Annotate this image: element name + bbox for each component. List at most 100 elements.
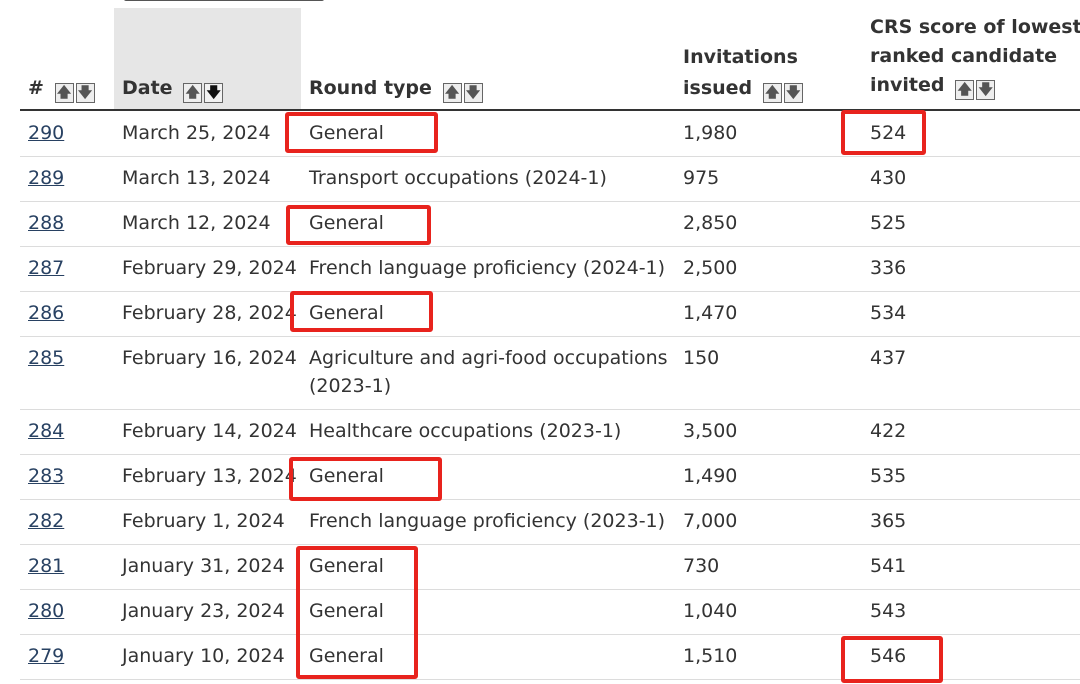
row-round-type: General <box>309 302 384 324</box>
row-invitations: 3,500 <box>683 420 738 442</box>
invitations-sort-controls: 🡅 🡇 <box>762 83 803 103</box>
row-invitations: 150 <box>683 347 720 369</box>
row-invitations: 975 <box>683 167 720 189</box>
row-crs: 524 <box>870 122 907 144</box>
row-number-link[interactable]: 287 <box>28 257 65 279</box>
highlight-box-general-290 <box>285 112 438 153</box>
row-invitations: 1,510 <box>683 645 738 667</box>
row-date: March 25, 2024 <box>122 122 271 144</box>
table-row: 280 January 23, 2024 General 1,040 543 <box>20 589 1080 635</box>
table-row: 281 January 31, 2024 General 730 541 <box>20 544 1080 590</box>
highlight-box-general-283 <box>289 457 442 501</box>
sort-up-icon[interactable]: 🡅 <box>442 83 462 103</box>
row-round-type: General <box>309 122 384 144</box>
sort-up-icon[interactable]: 🡅 <box>183 83 203 103</box>
row-crs: 541 <box>870 555 907 577</box>
row-number-link[interactable]: 282 <box>28 510 65 532</box>
header-round-type: Round type 🡅 🡇 <box>309 73 483 104</box>
sort-down-icon[interactable]: 🡇 <box>976 80 996 100</box>
row-number-link[interactable]: 286 <box>28 302 65 324</box>
row-invitations: 7,000 <box>683 510 738 532</box>
sort-down-icon[interactable]: 🡇 <box>75 83 95 103</box>
highlight-box-general-288 <box>286 205 431 245</box>
row-invitations: 1,040 <box>683 600 738 622</box>
sort-down-active-icon[interactable]: 🡇 <box>204 83 224 103</box>
row-round-type: Transport occupations (2024-1) <box>309 167 607 189</box>
highlight-box-general-281-279 <box>296 546 418 679</box>
sort-up-icon[interactable]: 🡅 <box>762 83 782 103</box>
row-round-type: Healthcare occupations (2023-1) <box>309 420 622 442</box>
row-round-type: General <box>309 645 384 667</box>
header-date: Date 🡅 🡇 <box>122 73 224 104</box>
highlight-box-crs-524 <box>841 110 926 155</box>
row-number-link[interactable]: 281 <box>28 555 65 577</box>
row-invitations: 1,490 <box>683 465 738 487</box>
sort-down-icon[interactable]: 🡇 <box>463 83 483 103</box>
sort-up-icon[interactable]: 🡅 <box>955 80 975 100</box>
highlight-box-crs-546 <box>841 636 943 683</box>
row-invitations: 1,980 <box>683 122 738 144</box>
row-date: March 13, 2024 <box>122 167 271 189</box>
row-round-type: General <box>309 600 384 622</box>
table-row: 284 February 14, 2024 Healthcare occupat… <box>20 409 1080 455</box>
row-crs: 534 <box>870 302 907 324</box>
row-number-link[interactable]: 280 <box>28 600 65 622</box>
header-crs: CRS score of lowest- ranked candidate in… <box>870 16 1080 100</box>
table-row: 286 February 28, 2024 General 1,470 534 <box>20 291 1080 337</box>
num-sort-controls: 🡅 🡇 <box>54 83 95 103</box>
row-date: January 10, 2024 <box>122 645 285 667</box>
table-row: 285 February 16, 2024 Agriculture and ag… <box>20 336 1080 410</box>
row-invitations: 1,470 <box>683 302 738 324</box>
row-round-type: General <box>309 555 384 577</box>
row-round-type: General <box>309 212 384 234</box>
row-invitations: 2,500 <box>683 257 738 279</box>
table-row: 290 March 25, 2024 General 1,980 524 <box>20 111 1080 157</box>
row-crs: 546 <box>870 645 907 667</box>
row-crs: 430 <box>870 167 907 189</box>
header-invitations: Invitations issued 🡅 🡇 <box>683 42 803 104</box>
row-date: February 14, 2024 <box>122 420 297 442</box>
header-num: # 🡅 🡇 <box>28 73 95 104</box>
row-invitations: 2,850 <box>683 212 738 234</box>
row-number-link[interactable]: 285 <box>28 347 65 369</box>
row-crs: 422 <box>870 420 907 442</box>
row-date: January 23, 2024 <box>122 600 285 622</box>
row-round-type: Agriculture and agri-food occupations (2… <box>309 347 668 397</box>
row-round-type: General <box>309 465 384 487</box>
row-number-link[interactable]: 288 <box>28 212 65 234</box>
table-row: 288 March 12, 2024 General 2,850 525 <box>20 201 1080 247</box>
date-sort-controls: 🡅 🡇 <box>183 83 224 103</box>
row-crs: 336 <box>870 257 907 279</box>
row-crs: 365 <box>870 510 907 532</box>
table-header: # 🡅 🡇 Date 🡅 🡇 Round type 🡅 🡇 Invitation… <box>0 0 1080 110</box>
row-date: February 29, 2024 <box>122 257 297 279</box>
row-date: February 13, 2024 <box>122 465 297 487</box>
sort-up-icon[interactable]: 🡅 <box>54 83 74 103</box>
row-date: February 16, 2024 <box>122 347 297 369</box>
row-crs: 543 <box>870 600 907 622</box>
sort-down-icon[interactable]: 🡇 <box>783 83 803 103</box>
table-row: 289 March 13, 2024 Transport occupations… <box>20 156 1080 202</box>
row-invitations: 730 <box>683 555 720 577</box>
row-date: February 1, 2024 <box>122 510 285 532</box>
row-number-link[interactable]: 284 <box>28 420 65 442</box>
table-row: 287 February 29, 2024 French language pr… <box>20 246 1080 292</box>
row-number-link[interactable]: 290 <box>28 122 65 144</box>
crs-sort-controls: 🡅 🡇 <box>955 80 996 100</box>
table-row: 282 February 1, 2024 French language pro… <box>20 499 1080 545</box>
row-crs: 535 <box>870 465 907 487</box>
row-crs: 437 <box>870 347 907 369</box>
row-date: January 31, 2024 <box>122 555 285 577</box>
row-date: March 12, 2024 <box>122 212 271 234</box>
row-round-type: French language proficiency (2023-1) <box>309 510 666 532</box>
row-number-link[interactable]: 289 <box>28 167 65 189</box>
table-row: 279 January 10, 2024 General 1,510 546 <box>20 634 1080 680</box>
table-row: 283 February 13, 2024 General 1,490 535 <box>20 454 1080 500</box>
header-divider <box>20 109 1080 111</box>
row-crs: 525 <box>870 212 907 234</box>
row-date: February 28, 2024 <box>122 302 297 324</box>
round-type-sort-controls: 🡅 🡇 <box>442 83 483 103</box>
row-number-link[interactable]: 279 <box>28 645 65 667</box>
row-round-type: French language proficiency (2024-1) <box>309 257 666 279</box>
row-number-link[interactable]: 283 <box>28 465 65 487</box>
